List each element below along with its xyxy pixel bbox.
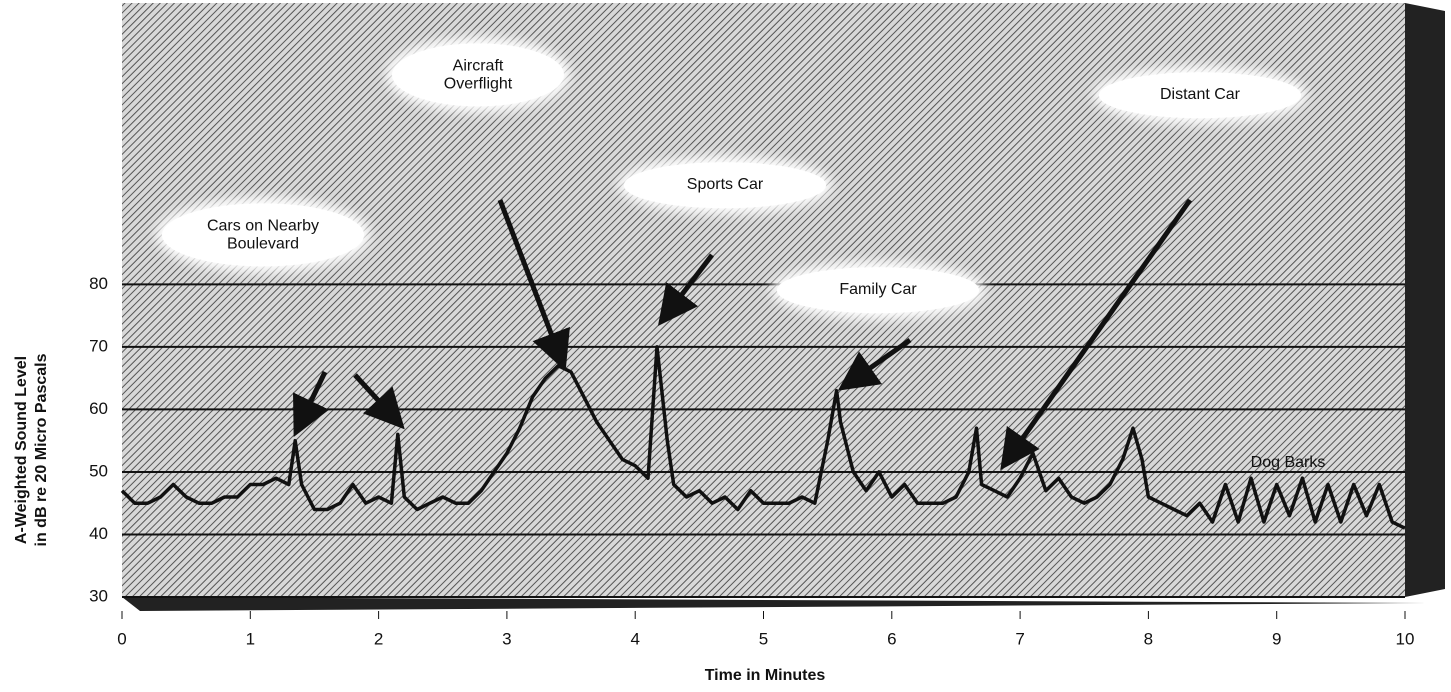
y-tick-label: 60 — [89, 399, 108, 418]
y-tick-label: 70 — [89, 336, 108, 355]
y-axis-title: A-Weighted Sound Level — [13, 356, 30, 544]
x-tick-label: 6 — [887, 629, 896, 648]
x-tick-label: 2 — [374, 629, 383, 648]
x-tick-label: 1 — [246, 629, 255, 648]
annotation: Sports Car — [624, 162, 826, 208]
annotation: Family Car — [777, 267, 979, 313]
x-tick-label: 4 — [630, 629, 639, 648]
y-tick-label: 40 — [89, 524, 108, 543]
x-tick-label: 3 — [502, 629, 511, 648]
x-tick-label: 8 — [1144, 629, 1153, 648]
x-tick-label: 7 — [1015, 629, 1024, 648]
annotation: Cars on Nearby Boulevard — [162, 203, 364, 266]
y-tick-label: 80 — [89, 274, 108, 293]
y-tick-label: 30 — [89, 586, 108, 605]
y-axis-title: in dB re 20 Micro Pascals — [33, 353, 50, 546]
x-tick-label: 9 — [1272, 629, 1281, 648]
x-axis-title: Time in Minutes — [705, 667, 826, 684]
annotation: Aircraft Overflight — [392, 43, 564, 106]
x-tick-label: 5 — [759, 629, 768, 648]
annotation: Dog Barks — [1228, 454, 1348, 472]
annotation: Distant Car — [1099, 72, 1301, 118]
x-tick-label: 10 — [1396, 629, 1415, 648]
page: {"chart_data": {"type": "line", "xlabel"… — [0, 0, 1451, 692]
x-tick-label: 0 — [117, 629, 126, 648]
y-tick-label: 50 — [89, 461, 108, 480]
